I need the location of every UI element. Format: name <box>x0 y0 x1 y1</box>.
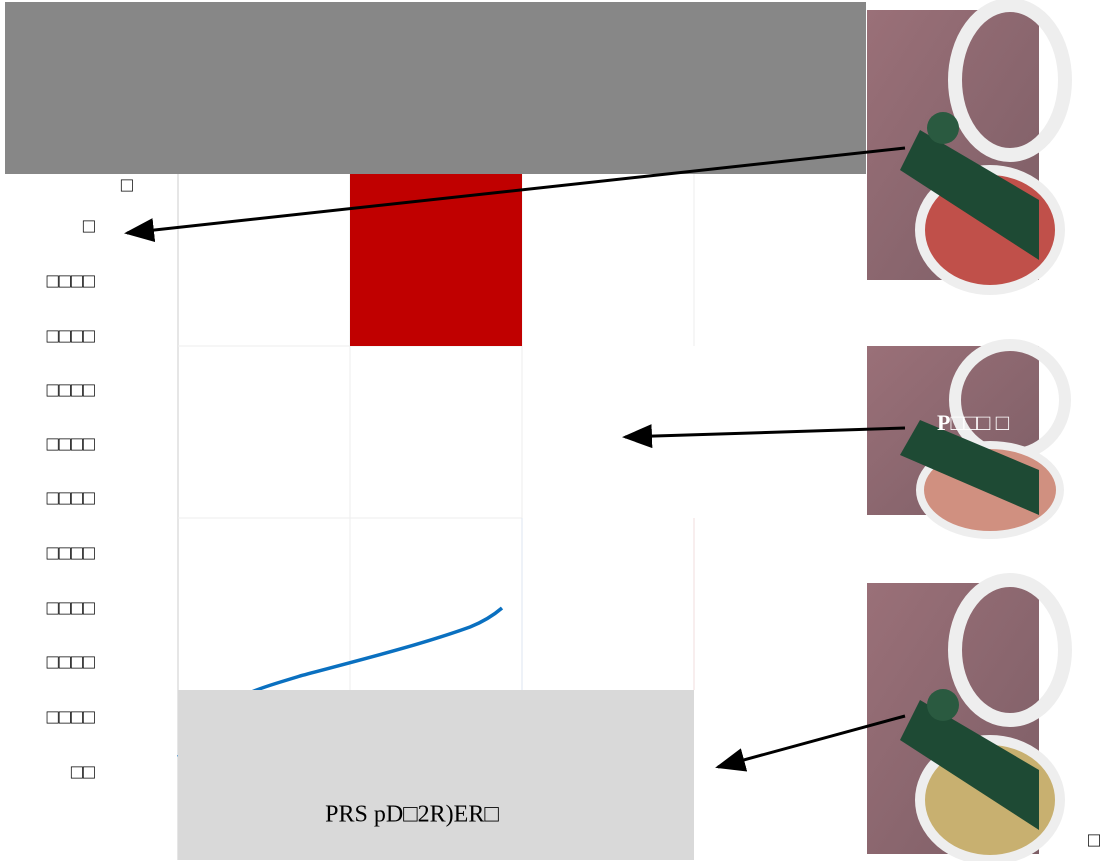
photo: P□□□ □ <box>867 339 1071 539</box>
header-bar <box>5 2 866 174</box>
row-label: □□□□ <box>47 271 95 293</box>
arrow <box>622 424 906 449</box>
label-column: □□□□□□□□□□□□□□□□□□□□□□□□□□□□□□□□□□□□□□□□ <box>47 175 133 784</box>
row-label: □ <box>121 175 133 197</box>
caption-box <box>178 690 694 860</box>
photo-label: P□□□ □ <box>937 410 1009 435</box>
row-label: □□□□ <box>47 326 95 348</box>
row-label: □□□□ <box>47 488 95 510</box>
row-label: □ <box>83 216 95 238</box>
chart-panel: PRS pD□2R)ER□ <box>177 174 695 860</box>
photo <box>867 573 1072 861</box>
row-label: □□□□ <box>47 652 95 674</box>
photo <box>867 0 1072 295</box>
row-label: □□□□ <box>47 380 95 402</box>
row-label: □□ <box>71 762 95 784</box>
row-label: □□□□ <box>47 598 95 620</box>
arrow <box>715 714 906 772</box>
caption: PRS pD□2R)ER□ <box>325 802 499 828</box>
row-label: □□□□ <box>47 543 95 565</box>
red-block <box>350 174 522 346</box>
row-label: □□□□ <box>47 707 95 729</box>
row-label: □□□□ <box>47 434 95 456</box>
arrow <box>124 146 906 242</box>
corner-mark: □ <box>1088 830 1100 852</box>
